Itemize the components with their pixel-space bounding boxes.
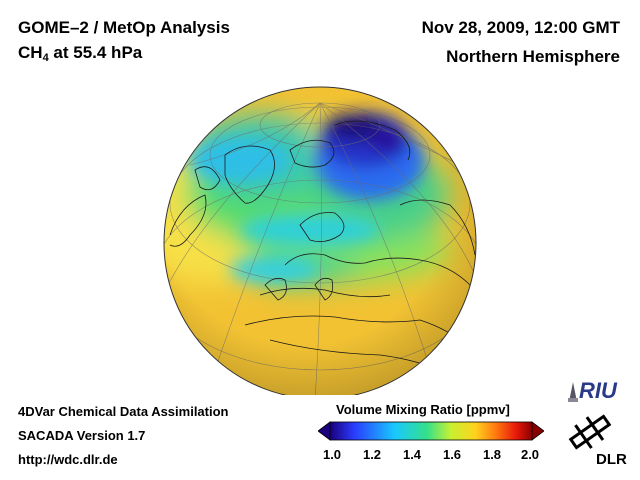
mixing-ratio-field	[164, 87, 476, 395]
riu-logo-text: RIU	[579, 378, 618, 403]
footer-version: SACADA Version 1.7	[18, 428, 146, 443]
footer-url: http://wdc.dlr.de	[18, 452, 118, 467]
species-name: CH	[18, 43, 43, 62]
map-subtitle: CH4 at 55.4 hPa	[18, 43, 142, 64]
globe-outline	[163, 86, 477, 395]
colorbar-tick: 1.4	[402, 447, 422, 462]
map-title: GOME–2 / MetOp Analysis	[18, 18, 230, 37]
species-subscript: 4	[42, 52, 49, 64]
riu-logo: RIU	[568, 378, 618, 403]
footer-method: 4DVar Chemical Data Assimilation	[18, 404, 229, 419]
colorbar-tick: 1.6	[442, 447, 462, 462]
pressure-level: at 55.4 hPa	[48, 43, 143, 62]
colorbar-tick: 2.0	[520, 447, 540, 462]
globe-map	[163, 86, 477, 395]
colorbar-high-arrow	[531, 421, 544, 441]
colorbar-tick: 1.0	[322, 447, 342, 462]
colorbar-low-arrow	[318, 421, 331, 441]
colorbar-tick: 1.2	[362, 447, 382, 462]
colorbar-ticks: 1.0 1.2 1.4 1.6 1.8 2.0	[318, 447, 544, 467]
dlr-logo-text: DLR	[596, 451, 627, 468]
colorbar-title: Volume Mixing Ratio [ppmv]	[336, 402, 510, 417]
map-region: Northern Hemisphere	[446, 47, 620, 66]
colorbar-tick: 1.8	[482, 447, 502, 462]
dlr-logo: DLR	[568, 414, 627, 468]
map-datetime: Nov 28, 2009, 12:00 GMT	[421, 18, 620, 37]
colorbar	[318, 421, 544, 441]
colorbar-gradient	[329, 421, 533, 441]
